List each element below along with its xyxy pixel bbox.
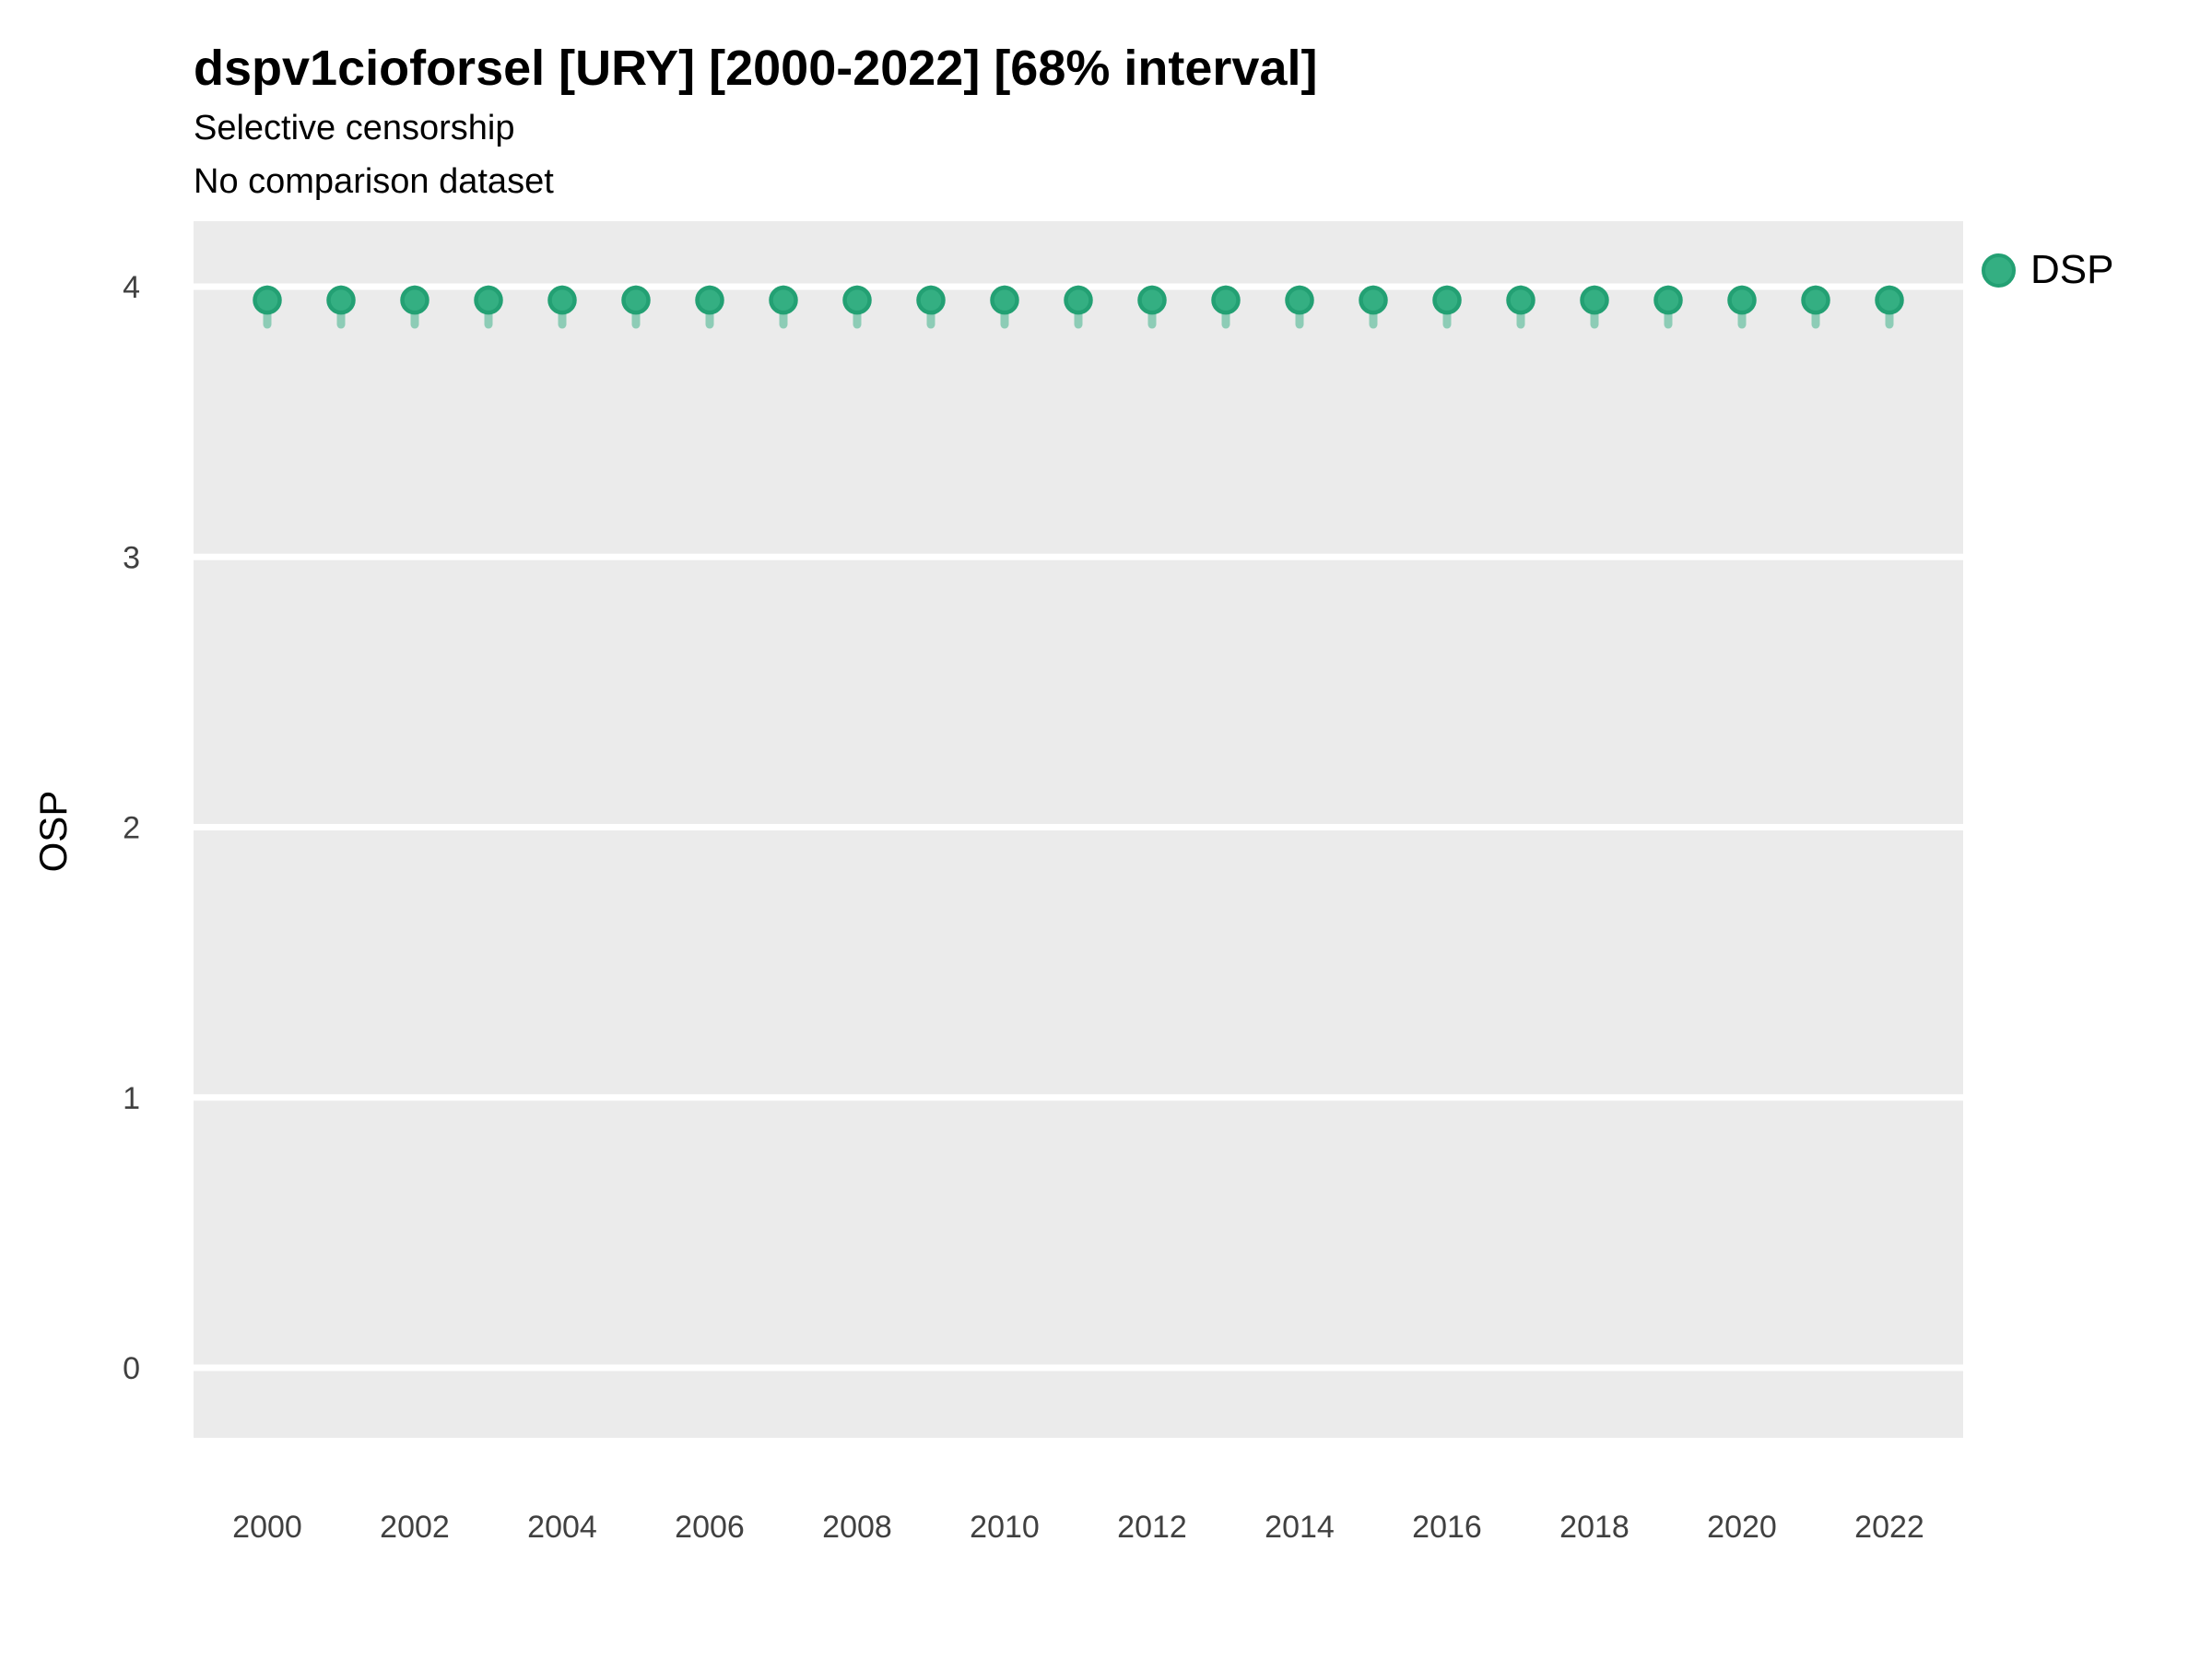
data-point — [1801, 285, 1830, 315]
data-point — [990, 285, 1019, 315]
page-title: dspv1cioforsel [URY] [2000-2022] [68% in… — [194, 41, 1318, 96]
data-point — [769, 285, 798, 315]
data-point — [1211, 285, 1241, 315]
legend: DSP — [1982, 247, 2113, 293]
y-tick-label: 4 — [123, 270, 140, 305]
x-tick-label: 2008 — [822, 1510, 892, 1545]
y-tick-label: 2 — [123, 811, 140, 846]
x-tick-label: 2020 — [1707, 1510, 1777, 1545]
legend-label: DSP — [2030, 247, 2114, 292]
data-point — [1506, 285, 1535, 315]
subtitle-line-2: No comparison dataset — [194, 162, 554, 201]
y-axis-title: OSP — [31, 790, 75, 873]
data-point — [1359, 285, 1388, 315]
x-tick-label: 2016 — [1412, 1510, 1482, 1545]
data-point — [1727, 285, 1757, 315]
data-point — [1137, 285, 1167, 315]
data-point — [1580, 285, 1609, 315]
data-point — [1432, 285, 1462, 315]
data-point — [547, 285, 577, 315]
y-tick-label: 3 — [123, 540, 140, 575]
legend-point-icon — [1982, 253, 2016, 288]
x-tick-label: 2006 — [675, 1510, 745, 1545]
x-tick-label: 2014 — [1265, 1510, 1335, 1545]
data-point — [400, 285, 429, 315]
chart-subtitle: Selective censorship No comparison datas… — [194, 101, 554, 208]
data-point — [1285, 285, 1314, 315]
y-tick-label: 0 — [123, 1351, 140, 1386]
x-tick-label: 2002 — [380, 1510, 450, 1545]
x-tick-label: 2012 — [1117, 1510, 1187, 1545]
x-tick-label: 2010 — [970, 1510, 1040, 1545]
subtitle-line-1: Selective censorship — [194, 109, 515, 147]
data-point — [1064, 285, 1093, 315]
x-tick-label: 2018 — [1559, 1510, 1630, 1545]
data-point — [326, 285, 356, 315]
data-point — [474, 285, 503, 315]
data-point — [1875, 285, 1904, 315]
x-tick-label: 2022 — [1854, 1510, 1924, 1545]
data-point — [916, 285, 946, 315]
data-point — [1653, 285, 1683, 315]
y-tick-label: 1 — [123, 1081, 140, 1116]
x-tick-label: 2000 — [232, 1510, 302, 1545]
data-point — [253, 285, 282, 315]
data-point — [621, 285, 651, 315]
data-point — [842, 285, 872, 315]
data-point — [695, 285, 724, 315]
x-tick-label: 2004 — [527, 1510, 597, 1545]
